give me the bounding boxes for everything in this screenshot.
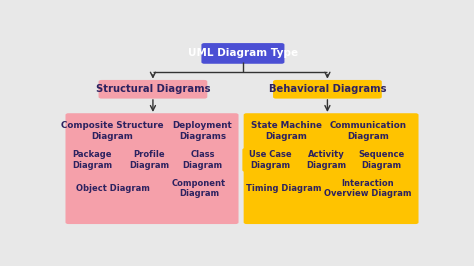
FancyBboxPatch shape: [327, 177, 409, 201]
Text: Structural Diagrams: Structural Diagrams: [96, 84, 210, 94]
FancyBboxPatch shape: [298, 148, 354, 172]
Text: UML Diagram Type: UML Diagram Type: [188, 48, 298, 59]
Text: Package
Diagram: Package Diagram: [72, 150, 112, 170]
Text: Deployment
Diagrams: Deployment Diagrams: [173, 121, 232, 141]
Text: Profile
Diagram: Profile Diagram: [129, 150, 169, 170]
FancyBboxPatch shape: [125, 148, 173, 172]
FancyBboxPatch shape: [248, 177, 319, 201]
FancyBboxPatch shape: [70, 177, 155, 201]
Text: Component
Diagram: Component Diagram: [172, 179, 226, 198]
FancyBboxPatch shape: [242, 148, 298, 172]
FancyBboxPatch shape: [65, 113, 238, 224]
Text: Interaction
Overview Diagram: Interaction Overview Diagram: [324, 179, 411, 198]
FancyBboxPatch shape: [99, 80, 207, 99]
FancyBboxPatch shape: [68, 148, 117, 172]
FancyBboxPatch shape: [69, 117, 156, 145]
Text: Object Diagram: Object Diagram: [75, 184, 149, 193]
Text: Communication
Diagram: Communication Diagram: [329, 121, 406, 141]
Text: Composite Structure
Diagram: Composite Structure Diagram: [61, 121, 164, 141]
FancyBboxPatch shape: [273, 80, 382, 99]
FancyBboxPatch shape: [244, 113, 419, 224]
FancyBboxPatch shape: [201, 43, 284, 64]
FancyBboxPatch shape: [180, 148, 225, 172]
Text: Use Case
Diagram: Use Case Diagram: [249, 150, 292, 170]
Text: Behavioral Diagrams: Behavioral Diagrams: [269, 84, 386, 94]
Text: Activity
Diagram: Activity Diagram: [306, 150, 346, 170]
FancyBboxPatch shape: [164, 177, 234, 201]
Text: Class
Diagram: Class Diagram: [182, 150, 223, 170]
FancyBboxPatch shape: [330, 117, 406, 145]
FancyBboxPatch shape: [354, 148, 410, 172]
FancyBboxPatch shape: [248, 117, 324, 145]
Text: State Machine
Diagram: State Machine Diagram: [251, 121, 322, 141]
Text: Timing Diagram: Timing Diagram: [246, 184, 321, 193]
Text: Sequence
Diagram: Sequence Diagram: [359, 150, 405, 170]
FancyBboxPatch shape: [167, 117, 237, 145]
